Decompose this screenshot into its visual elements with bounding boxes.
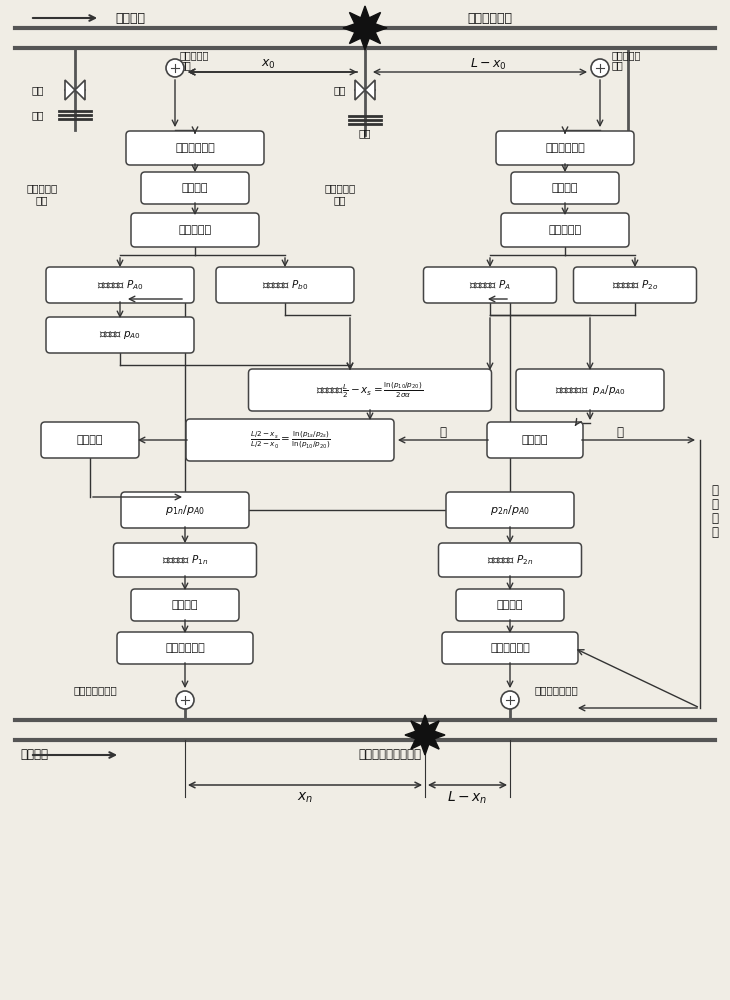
FancyBboxPatch shape: [456, 589, 564, 621]
FancyBboxPatch shape: [446, 492, 574, 528]
Text: 第二次模拟: 第二次模拟: [324, 183, 356, 193]
Polygon shape: [405, 715, 445, 755]
Polygon shape: [75, 80, 85, 100]
FancyBboxPatch shape: [121, 492, 249, 528]
Text: 低频段幅值: 低频段幅值: [178, 225, 212, 235]
FancyBboxPatch shape: [46, 317, 194, 353]
Text: 集: 集: [712, 526, 718, 538]
Text: 第一次幅值 $P_{A0}$: 第一次幅值 $P_{A0}$: [96, 278, 143, 292]
Text: 小波变换: 小波变换: [182, 183, 208, 193]
Text: 低频段幅值: 低频段幅值: [548, 225, 582, 235]
Text: 流体流向: 流体流向: [20, 748, 48, 762]
Circle shape: [166, 59, 184, 77]
Circle shape: [591, 59, 609, 77]
Text: 小波变换: 小波变换: [496, 600, 523, 610]
Text: 首端声波传: 首端声波传: [180, 50, 210, 60]
FancyBboxPatch shape: [574, 267, 696, 303]
Text: 低频段幅值 $P_{2n}$: 低频段幅值 $P_{2n}$: [487, 553, 533, 567]
Text: 小波变换: 小波变换: [172, 600, 199, 610]
Polygon shape: [365, 80, 375, 100]
Text: 参考压力 $p_{A0}$: 参考压力 $p_{A0}$: [99, 329, 141, 341]
Text: $x_n$: $x_n$: [297, 791, 313, 805]
FancyBboxPatch shape: [216, 267, 354, 303]
Text: 小波变换: 小波变换: [552, 183, 578, 193]
Text: 数: 数: [712, 484, 718, 496]
FancyBboxPatch shape: [131, 213, 259, 247]
Text: $\frac{L/2-x_s}{L/2-x_0}=\frac{\ln(p_{1s}/p_{2s})}{\ln(p_{10}/p_{20})}$: $\frac{L/2-x_s}{L/2-x_0}=\frac{\ln(p_{1s…: [250, 429, 331, 451]
FancyBboxPatch shape: [511, 172, 619, 204]
Circle shape: [176, 691, 194, 709]
FancyBboxPatch shape: [516, 369, 664, 411]
Text: 末端声波传: 末端声波传: [612, 50, 642, 60]
Text: 泄漏: 泄漏: [36, 195, 48, 205]
Text: 同一段待测油气管道: 同一段待测油气管道: [358, 748, 421, 762]
Text: 第二次幅值 $P_{b0}$: 第二次幅值 $P_{b0}$: [262, 278, 308, 292]
Text: 球阀: 球阀: [334, 85, 346, 95]
FancyBboxPatch shape: [248, 369, 491, 411]
FancyBboxPatch shape: [186, 419, 394, 461]
FancyBboxPatch shape: [117, 632, 253, 664]
Text: 泄漏: 泄漏: [334, 195, 346, 205]
Text: $p_{1n}/p_{A0}$: $p_{1n}/p_{A0}$: [165, 503, 205, 517]
FancyBboxPatch shape: [487, 422, 583, 458]
FancyBboxPatch shape: [131, 589, 239, 621]
FancyBboxPatch shape: [41, 422, 139, 458]
Text: 据: 据: [712, 497, 718, 510]
Text: 实时信号采集: 实时信号采集: [545, 143, 585, 153]
Text: 实时信号采集: 实时信号采集: [490, 643, 530, 653]
FancyBboxPatch shape: [113, 543, 256, 577]
FancyBboxPatch shape: [496, 131, 634, 165]
Text: $L-x_0$: $L-x_0$: [469, 56, 507, 72]
Text: 泄漏判定: 泄漏判定: [522, 435, 548, 445]
FancyBboxPatch shape: [501, 213, 629, 247]
Text: 定位参考量$\frac{L}{2}-x_s=\frac{\ln(p_{10}/p_{20})}{2\sigma\alpha}$: 定位参考量$\frac{L}{2}-x_s=\frac{\ln(p_{10}/p…: [317, 380, 423, 400]
Text: 孔板: 孔板: [358, 128, 372, 138]
Text: 首端声波传感器: 首端声波传感器: [73, 685, 117, 695]
FancyBboxPatch shape: [423, 267, 556, 303]
Polygon shape: [355, 80, 365, 100]
Text: 待测油气管道: 待测油气管道: [467, 11, 512, 24]
Text: 球阀: 球阀: [31, 85, 45, 95]
Text: $x_0$: $x_0$: [261, 57, 275, 71]
Text: 实时信号采集: 实时信号采集: [165, 643, 205, 653]
FancyBboxPatch shape: [126, 131, 264, 165]
Circle shape: [501, 691, 519, 709]
Text: 泄漏判定阈值  $p_A / p_{A0}$: 泄漏判定阈值 $p_A / p_{A0}$: [555, 383, 626, 397]
Polygon shape: [343, 6, 387, 50]
Text: 末端声波传感器: 末端声波传感器: [534, 685, 578, 695]
Text: 第一次幅值 $P_{A}$: 第一次幅值 $P_{A}$: [469, 278, 511, 292]
Text: 第二次幅值 $P_{2o}$: 第二次幅值 $P_{2o}$: [612, 278, 658, 292]
Polygon shape: [65, 80, 75, 100]
Text: 感器: 感器: [612, 60, 623, 70]
FancyBboxPatch shape: [442, 632, 578, 664]
Text: 第一次模拟: 第一次模拟: [26, 183, 58, 193]
FancyBboxPatch shape: [46, 267, 194, 303]
Text: 是: 是: [439, 426, 447, 438]
Text: 采: 采: [712, 512, 718, 524]
Text: 流体流向: 流体流向: [115, 11, 145, 24]
Text: 孔板: 孔板: [31, 110, 45, 120]
Text: $p_{2n}/p_{A0}$: $p_{2n}/p_{A0}$: [490, 503, 530, 517]
Text: $L-x_n$: $L-x_n$: [447, 790, 487, 806]
FancyBboxPatch shape: [439, 543, 582, 577]
Text: 低频段幅值 $P_{1n}$: 低频段幅值 $P_{1n}$: [162, 553, 208, 567]
Text: 泄漏定位: 泄漏定位: [77, 435, 103, 445]
Text: 感器: 感器: [180, 60, 192, 70]
Text: 否: 否: [617, 426, 623, 438]
FancyBboxPatch shape: [141, 172, 249, 204]
Text: 实时信号采集: 实时信号采集: [175, 143, 215, 153]
